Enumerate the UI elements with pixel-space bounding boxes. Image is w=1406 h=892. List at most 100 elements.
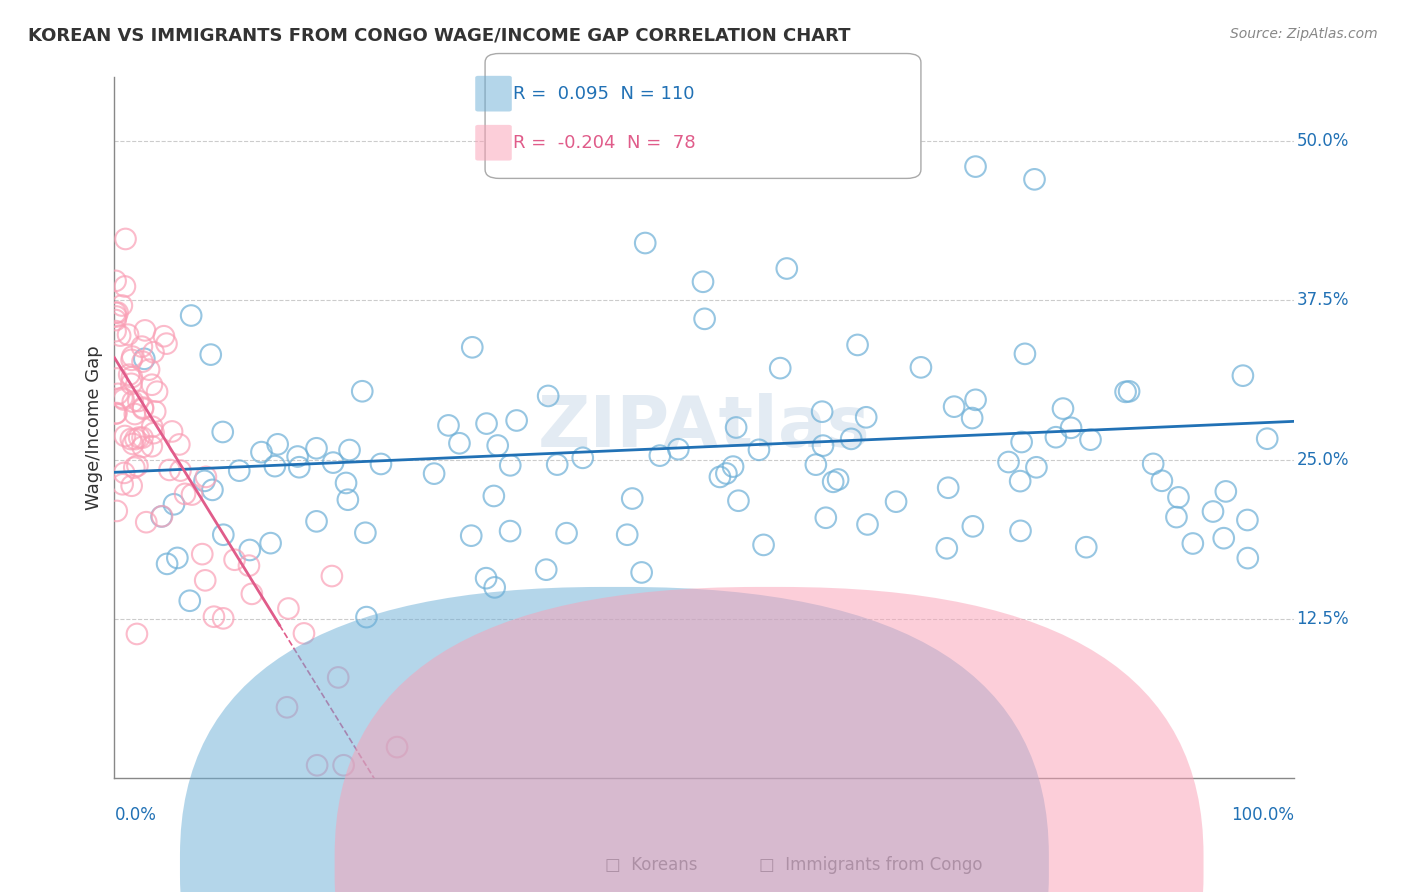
Point [460, 529, 482, 543]
Point [135, 515, 157, 529]
Point [121, 350, 143, 364]
Text: R =  -0.204  N =  78: R = -0.204 N = 78 [513, 134, 696, 152]
Point [693, 311, 716, 326]
Point [634, 235, 657, 250]
Point [105, 310, 128, 324]
Point [555, 526, 578, 541]
Point [166, 550, 188, 565]
Point [125, 627, 148, 641]
Point [307, 758, 329, 772]
Point [356, 610, 378, 624]
Point [141, 377, 163, 392]
Point [332, 758, 354, 772]
Point [423, 467, 446, 481]
Point [200, 348, 222, 362]
Point [884, 494, 907, 508]
Point [823, 475, 845, 489]
Point [752, 538, 775, 552]
Point [118, 368, 141, 382]
Point [305, 442, 328, 456]
Point [153, 329, 176, 343]
Point [240, 587, 263, 601]
Point [114, 232, 136, 246]
Point [131, 431, 153, 445]
Point [1256, 432, 1278, 446]
Point [111, 477, 134, 491]
Point [180, 309, 202, 323]
Point [499, 458, 522, 473]
Point [1181, 536, 1204, 550]
Point [211, 425, 233, 439]
Point [630, 566, 652, 580]
Point [486, 438, 509, 452]
Point [111, 298, 134, 312]
Point [112, 392, 135, 407]
Point [239, 543, 262, 558]
Point [105, 371, 128, 385]
Point [1232, 368, 1254, 383]
Point [104, 306, 127, 320]
Point [150, 509, 173, 524]
Point [721, 459, 744, 474]
Point [155, 336, 177, 351]
Text: 0.0%: 0.0% [114, 806, 156, 824]
Point [322, 456, 344, 470]
Point [159, 463, 181, 477]
Point [121, 479, 143, 493]
Point [769, 361, 792, 376]
Point [105, 406, 128, 420]
Point [1014, 347, 1036, 361]
Point [127, 458, 149, 473]
Point [709, 470, 731, 484]
Point [121, 394, 143, 409]
Point [305, 514, 328, 528]
Point [1052, 401, 1074, 416]
Point [202, 609, 225, 624]
Point [142, 426, 165, 441]
Point [965, 160, 987, 174]
Point [131, 354, 153, 368]
Point [193, 474, 215, 488]
Point [266, 437, 288, 451]
Text: 25.0%: 25.0% [1296, 450, 1348, 468]
Point [827, 473, 849, 487]
Point [1202, 504, 1225, 518]
Text: 37.5%: 37.5% [1296, 292, 1348, 310]
Text: R =  0.095  N = 110: R = 0.095 N = 110 [513, 85, 695, 103]
Point [537, 389, 560, 403]
Point [228, 464, 250, 478]
Point [960, 411, 983, 425]
Point [150, 509, 173, 524]
Point [194, 574, 217, 588]
Y-axis label: Wage/Income Gap: Wage/Income Gap [86, 345, 103, 510]
Point [292, 626, 315, 640]
Point [965, 392, 987, 407]
Point [104, 274, 127, 288]
Point [104, 313, 127, 327]
Point [648, 449, 671, 463]
Point [385, 740, 408, 755]
Point [910, 360, 932, 375]
Point [117, 327, 139, 342]
Point [839, 432, 862, 446]
Point [1215, 484, 1237, 499]
Point [131, 340, 153, 354]
Point [804, 458, 827, 472]
Point [122, 437, 145, 451]
Point [352, 384, 374, 399]
Point [1167, 491, 1189, 505]
Point [111, 391, 134, 405]
Point [120, 432, 142, 446]
Point [855, 410, 877, 425]
Point [936, 481, 959, 495]
Point [104, 407, 127, 421]
Point [776, 261, 799, 276]
Point [212, 527, 235, 541]
Point [1236, 513, 1258, 527]
Point [238, 558, 260, 573]
Point [250, 445, 273, 459]
Point [335, 475, 357, 490]
Point [935, 541, 957, 556]
Text: Source: ZipAtlas.com: Source: ZipAtlas.com [1230, 27, 1378, 41]
Point [846, 338, 869, 352]
